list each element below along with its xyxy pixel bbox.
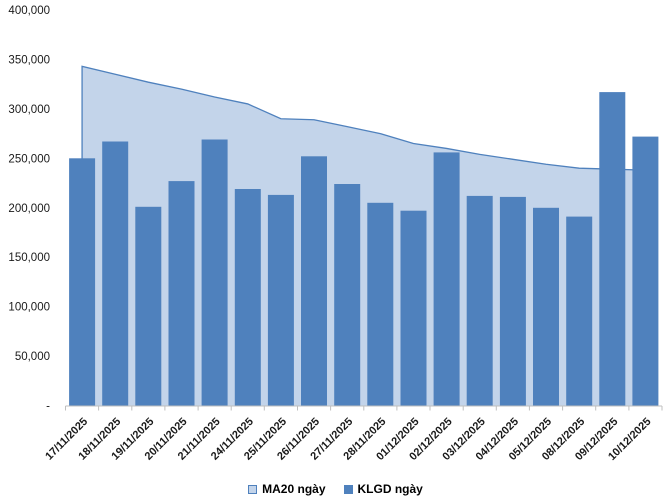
y-tick-label: 150,000 [8, 252, 50, 264]
klgd-bar [267, 194, 294, 406]
y-tick-label: 400,000 [8, 5, 50, 17]
klgd-bar [599, 92, 626, 406]
y-tick-label: 300,000 [8, 104, 50, 116]
klgd-bar [400, 210, 427, 406]
klgd-bar [533, 207, 559, 406]
chart-canvas: 400,000 350,000 300,000 250,000 200,000 150,0… [8, 5, 663, 463]
y-tick-label: 200,000 [8, 203, 50, 215]
klgd-bar [301, 156, 327, 406]
klgd-bar [201, 139, 228, 406]
klgd-bar [102, 141, 129, 406]
legend-item-ma20: MA20 ngày [248, 482, 326, 496]
klgd-bar [433, 152, 460, 406]
legend-label-ma20: MA20 ngày [262, 482, 326, 496]
y-tick-label: - [46, 401, 50, 413]
y-tick-label: 50,000 [15, 351, 50, 363]
klgd-bar [632, 136, 659, 406]
legend-item-klgd: KLGD ngày [343, 482, 423, 496]
klgd-bar [334, 184, 361, 406]
klgd-bar [367, 202, 394, 406]
y-tick-label: 350,000 [8, 54, 50, 66]
legend-swatch-ma20-icon [248, 484, 258, 494]
klgd-bar [499, 196, 526, 406]
klgd-bar [566, 216, 593, 406]
ma20-line [81, 65, 646, 406]
y-tick-label: 250,000 [8, 153, 50, 165]
legend-label-klgd: KLGD ngày [357, 482, 423, 496]
chart-legend: MA20 ngày KLGD ngày [0, 479, 671, 499]
klgd-bar [69, 158, 96, 406]
klgd-bar [168, 181, 195, 406]
ma20-area [82, 66, 646, 406]
klgd-bar [234, 189, 261, 406]
klgd-bar [135, 206, 162, 406]
y-tick-label: 100,000 [8, 302, 50, 314]
legend-swatch-klgd-icon [343, 484, 353, 494]
klgd-bar [466, 195, 493, 406]
